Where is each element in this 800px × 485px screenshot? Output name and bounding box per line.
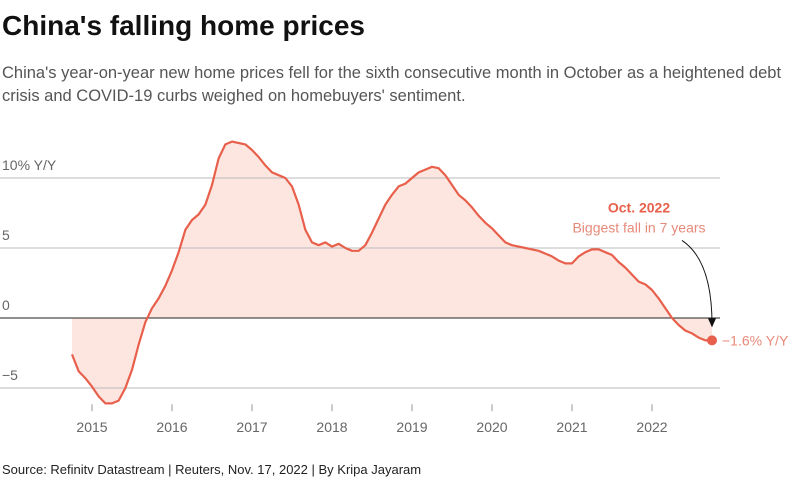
x-tick-label: 2016 [156, 419, 187, 435]
annotation-text: Biggest fall in 7 years [572, 219, 705, 235]
x-tick-label: 2022 [636, 419, 667, 435]
x-tick-label: 2018 [316, 419, 347, 435]
end-point [707, 335, 717, 346]
chart-title: China's falling home prices [2, 10, 365, 41]
line [70, 140, 712, 405]
y-tick-label: −5 [2, 367, 18, 383]
value-label: −1.6% Y/Y [722, 332, 789, 348]
y-tick-label: 10% Y/Y [2, 157, 57, 173]
annotation-arrow [681, 239, 713, 325]
x-tick-label: 2017 [236, 419, 267, 435]
y-tick-label: 5 [2, 227, 10, 243]
x-tick-label: 2020 [476, 419, 507, 435]
source: Source: Refinitv Datastream | Reuters, N… [2, 462, 422, 477]
annotation-title: Oct. 2022 [608, 199, 670, 215]
y-tick-label: 0 [2, 297, 10, 313]
x-tick-label: 2021 [556, 419, 587, 435]
chart-subtitle: China's year-on-year new home prices fel… [2, 64, 782, 105]
arrow-head [708, 318, 716, 328]
x-tick-label: 2019 [396, 419, 427, 435]
x-tick-label: 2015 [76, 419, 107, 435]
chart: 10% Y/Y 5 0 −5 2015 2016 2017 2018 2019 2020 2021 2… [0, 140, 789, 435]
area [72, 141, 712, 404]
